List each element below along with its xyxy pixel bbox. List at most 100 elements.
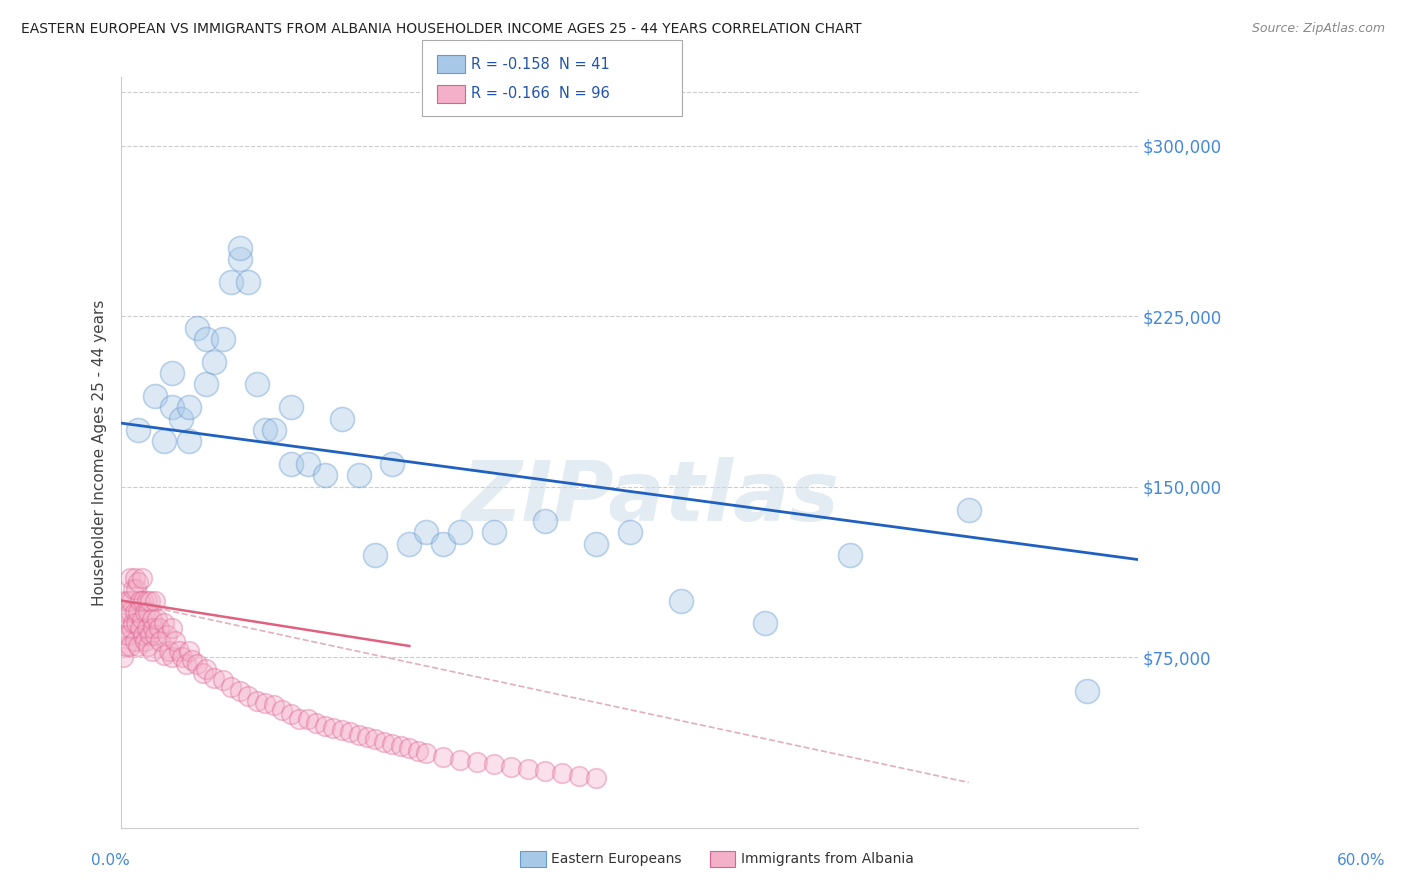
Point: [148, 621, 170, 635]
Text: Immigrants from Albania: Immigrants from Albania: [741, 852, 914, 866]
Point: [373, 734, 395, 748]
Point: [160, 401, 183, 415]
Y-axis label: Householder Income Ages 25 - 44 years: Householder Income Ages 25 - 44 years: [93, 300, 107, 606]
Text: 60.0%: 60.0%: [1337, 854, 1385, 868]
Text: Eastern Europeans: Eastern Europeans: [551, 852, 682, 866]
Point: [152, 616, 174, 631]
Point: [314, 468, 336, 483]
Point: [122, 582, 145, 596]
Point: [238, 275, 260, 289]
Point: [271, 703, 294, 717]
Point: [254, 696, 277, 710]
Point: [305, 716, 328, 731]
Point: [117, 627, 139, 641]
Point: [288, 712, 311, 726]
Point: [143, 389, 166, 403]
Point: [221, 680, 243, 694]
Point: [212, 332, 235, 346]
Point: [120, 593, 142, 607]
Point: [124, 634, 146, 648]
Point: [263, 423, 285, 437]
Point: [364, 548, 387, 562]
Point: [134, 634, 156, 648]
Text: Source: ZipAtlas.com: Source: ZipAtlas.com: [1251, 22, 1385, 36]
Point: [118, 605, 141, 619]
Point: [551, 766, 574, 780]
Point: [186, 320, 208, 334]
Point: [134, 605, 156, 619]
Point: [415, 525, 437, 540]
Point: [229, 684, 252, 698]
Point: [172, 650, 194, 665]
Point: [238, 689, 260, 703]
Point: [141, 643, 163, 657]
Point: [221, 275, 243, 289]
Point: [204, 355, 226, 369]
Point: [254, 423, 277, 437]
Point: [125, 616, 148, 631]
Point: [117, 593, 139, 607]
Point: [398, 741, 420, 756]
Point: [128, 593, 150, 607]
Point: [127, 575, 149, 590]
Point: [465, 755, 488, 769]
Point: [149, 634, 172, 648]
Point: [839, 548, 862, 562]
Point: [534, 514, 557, 528]
Point: [141, 612, 163, 626]
Point: [152, 434, 174, 449]
Point: [169, 411, 191, 425]
Point: [128, 621, 150, 635]
Point: [204, 671, 226, 685]
Point: [381, 737, 404, 751]
Point: [194, 377, 217, 392]
Point: [177, 434, 200, 449]
Point: [127, 605, 149, 619]
Point: [186, 657, 208, 672]
Point: [347, 728, 370, 742]
Point: [297, 712, 319, 726]
Point: [406, 743, 429, 757]
Point: [177, 401, 200, 415]
Point: [160, 366, 183, 380]
Point: [115, 639, 138, 653]
Point: [314, 718, 336, 732]
Text: R = -0.158  N = 41: R = -0.158 N = 41: [471, 57, 610, 71]
Point: [229, 241, 252, 255]
Point: [415, 746, 437, 760]
Point: [280, 401, 302, 415]
Point: [229, 252, 252, 267]
Point: [160, 621, 183, 635]
Point: [114, 593, 136, 607]
Point: [297, 457, 319, 471]
Point: [118, 571, 141, 585]
Point: [432, 750, 454, 764]
Point: [246, 693, 269, 707]
Point: [139, 593, 162, 607]
Point: [339, 725, 361, 739]
Point: [167, 643, 190, 657]
Point: [152, 648, 174, 662]
Point: [142, 621, 165, 635]
Point: [517, 762, 540, 776]
Point: [156, 627, 179, 641]
Point: [111, 616, 134, 631]
Point: [174, 657, 197, 672]
Point: [194, 332, 217, 346]
Point: [122, 616, 145, 631]
Point: [389, 739, 412, 753]
Point: [754, 616, 776, 631]
Point: [280, 707, 302, 722]
Point: [322, 721, 344, 735]
Point: [585, 536, 607, 550]
Point: [146, 612, 169, 626]
Point: [449, 753, 471, 767]
Point: [263, 698, 285, 713]
Point: [1076, 684, 1098, 698]
Point: [381, 457, 404, 471]
Point: [432, 536, 454, 550]
Point: [127, 639, 149, 653]
Point: [138, 639, 160, 653]
Point: [534, 764, 557, 778]
Point: [165, 634, 187, 648]
